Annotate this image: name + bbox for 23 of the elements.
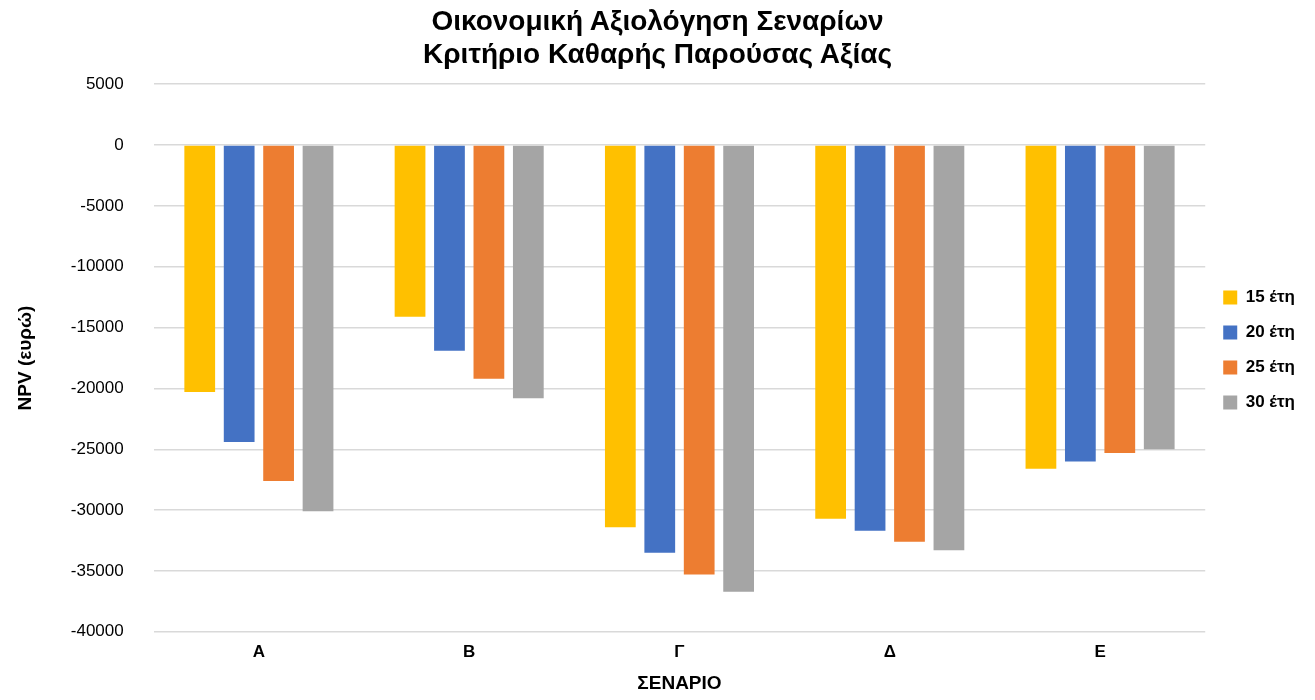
y-tick-label: -15000 <box>70 317 124 337</box>
y-tick-label: -10000 <box>70 256 124 276</box>
y-tick-label: -35000 <box>70 560 124 580</box>
x-tick-label: Β <box>463 641 476 661</box>
text: Κριτήριο Καθαρής Παρούσας Αξίας <box>423 38 892 70</box>
y-tick-label: 5000 <box>85 73 124 93</box>
y-tick-label: -40000 <box>70 621 124 641</box>
y-tick-label: -25000 <box>70 438 124 458</box>
x-tick-label: Ε <box>1094 641 1106 661</box>
y-tick-label: -20000 <box>70 378 124 398</box>
x-tick-label: Δ <box>883 641 896 661</box>
x-axis-title: ΣΕΝΑΡΙΟ <box>637 671 722 693</box>
y-tick-label: 0 <box>114 134 124 154</box>
legend-label: 30 έτη <box>1245 392 1296 412</box>
legend-label: 20 έτη <box>1245 322 1296 342</box>
x-tick-label: Α <box>252 641 266 661</box>
text: Οικονομική Αξιολόγηση Σεναρίων <box>431 4 884 36</box>
y-tick-label: -5000 <box>80 195 124 215</box>
legend-label: 25 έτη <box>1245 357 1296 377</box>
y-axis-title: NPV (ευρώ) <box>13 305 35 411</box>
y-tick-label: -30000 <box>70 499 124 519</box>
x-tick-label: Γ <box>674 641 685 661</box>
legend-label: 15 έτη <box>1245 287 1296 307</box>
